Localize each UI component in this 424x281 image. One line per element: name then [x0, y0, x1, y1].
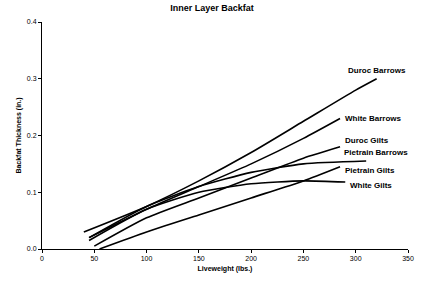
svg-text:0.3: 0.3: [27, 75, 37, 82]
svg-text:White Gilts: White Gilts: [350, 181, 392, 190]
svg-text:0.2: 0.2: [27, 132, 37, 139]
svg-text:Pietrain Barrows: Pietrain Barrows: [344, 148, 408, 157]
svg-text:300: 300: [350, 255, 362, 262]
svg-text:100: 100: [141, 255, 153, 262]
svg-text:Backfat Thickness (in.): Backfat Thickness (in.): [15, 97, 23, 173]
svg-text:200: 200: [245, 255, 257, 262]
svg-text:Liveweight (lbs.): Liveweight (lbs.): [198, 265, 253, 273]
svg-text:Inner Layer Backfat: Inner Layer Backfat: [170, 3, 254, 13]
svg-text:0: 0: [40, 255, 44, 262]
svg-text:Duroc Gilts: Duroc Gilts: [345, 136, 389, 145]
svg-text:50: 50: [90, 255, 98, 262]
svg-text:Pietrain Gilts: Pietrain Gilts: [345, 166, 395, 175]
svg-text:250: 250: [298, 255, 310, 262]
svg-text:White Barrows: White Barrows: [345, 114, 402, 123]
svg-text:350: 350: [402, 255, 414, 262]
svg-text:0.4: 0.4: [27, 18, 37, 25]
svg-text:Duroc Barrows: Duroc Barrows: [348, 66, 406, 75]
svg-text:0.1: 0.1: [27, 189, 37, 196]
svg-text:0.0: 0.0: [27, 245, 37, 252]
svg-text:150: 150: [193, 255, 205, 262]
